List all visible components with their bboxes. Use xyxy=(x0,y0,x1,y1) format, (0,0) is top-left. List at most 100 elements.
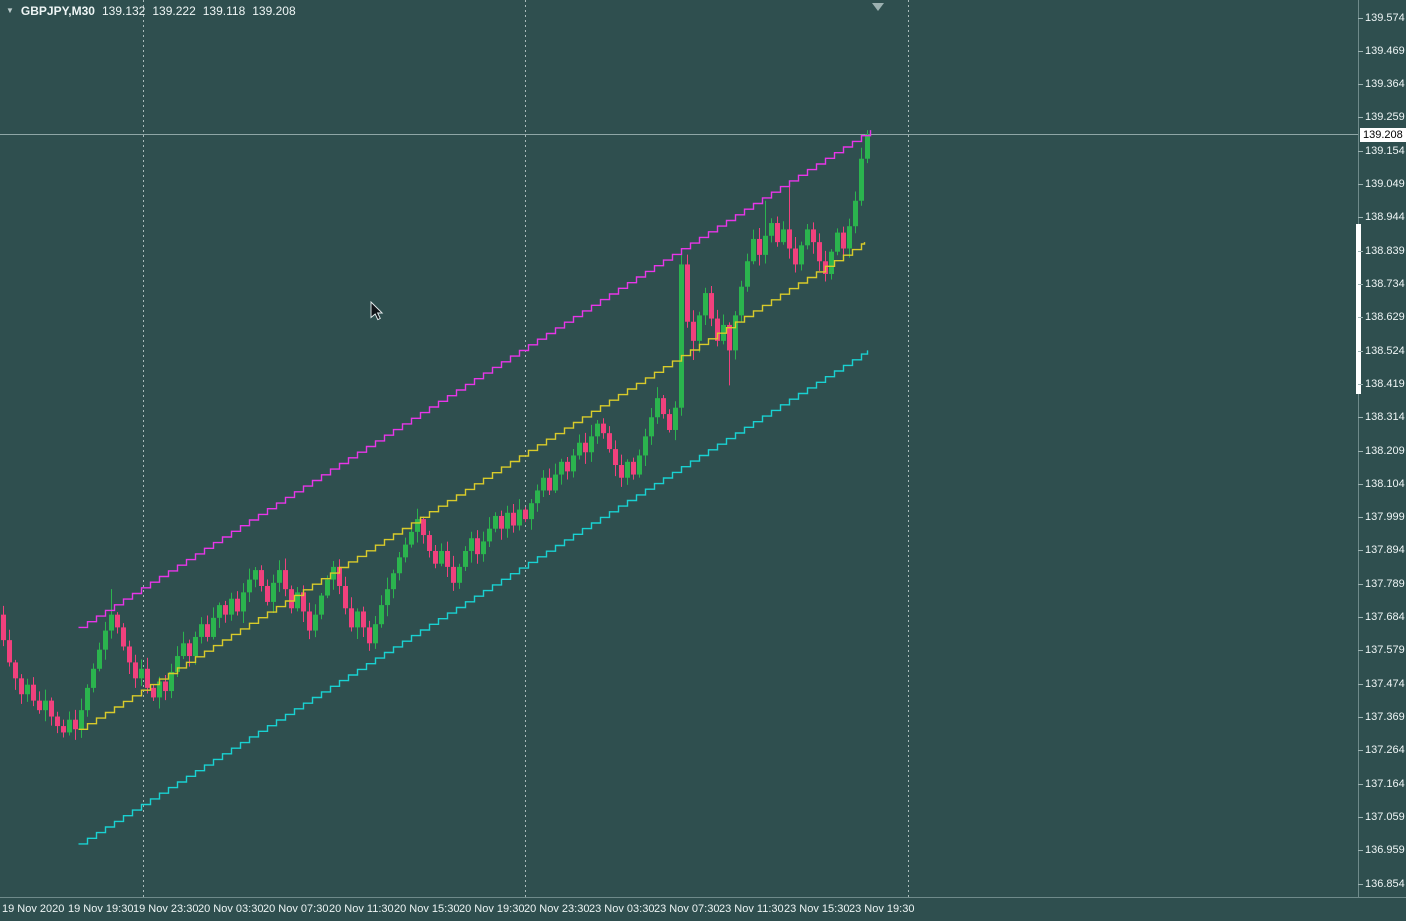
candle-body xyxy=(79,710,84,730)
candle-body xyxy=(577,442,582,456)
candle-body xyxy=(835,232,840,252)
price-axis-label: 137.164 xyxy=(1365,777,1405,790)
candle-body xyxy=(403,544,408,558)
price-axis-tick xyxy=(1358,283,1363,285)
candle-body xyxy=(223,605,228,615)
candle-body xyxy=(289,589,294,609)
candle-body xyxy=(169,671,174,692)
candle-body xyxy=(67,719,72,733)
candle-body xyxy=(259,570,264,586)
candle-body xyxy=(409,531,414,545)
price-axis-label: 137.684 xyxy=(1365,611,1405,624)
candle-body xyxy=(451,566,456,583)
channel-upper-line[interactable] xyxy=(78,130,872,629)
candle-body xyxy=(55,716,60,727)
candle-body xyxy=(697,315,702,341)
channel-lower-line[interactable] xyxy=(78,350,869,845)
candle-body xyxy=(637,455,642,475)
candle-body xyxy=(487,528,492,542)
price-axis-label: 137.789 xyxy=(1365,577,1405,590)
candle-body xyxy=(187,643,192,657)
time-axis-label: 23 Nov 15:30 xyxy=(784,903,850,915)
price-axis-label: 136.854 xyxy=(1365,877,1405,890)
candle-body xyxy=(1,614,6,641)
price-axis-tick xyxy=(1358,716,1363,718)
candle-body xyxy=(511,512,516,526)
candle-body xyxy=(205,624,210,637)
price-axis-tick xyxy=(1358,517,1363,519)
candle-body xyxy=(619,465,624,478)
candle-body xyxy=(811,229,816,243)
candle-body xyxy=(853,200,858,227)
candle-body xyxy=(709,293,714,319)
candle-body xyxy=(73,719,78,730)
candle-body xyxy=(253,570,258,580)
candle-body xyxy=(643,436,648,456)
candle-body xyxy=(85,687,90,711)
price-axis-tick xyxy=(1358,150,1363,152)
time-axis-label: 23 Nov 03:30 xyxy=(589,903,655,915)
candle-body xyxy=(559,461,564,475)
price-axis-tick xyxy=(1358,184,1363,186)
price-axis-label: 139.364 xyxy=(1365,78,1405,91)
channel-median-line[interactable] xyxy=(78,242,866,730)
candle-body xyxy=(523,509,528,520)
candle-body xyxy=(691,321,696,341)
price-axis-label: 138.629 xyxy=(1365,311,1405,324)
candle-body xyxy=(859,158,864,201)
candle-body xyxy=(727,324,732,351)
candle-body xyxy=(151,687,156,698)
candle-body xyxy=(7,640,12,663)
price-axis-label: 138.839 xyxy=(1365,244,1405,257)
candle-body xyxy=(415,519,420,532)
candle-body xyxy=(583,442,588,453)
candle-body xyxy=(337,566,342,586)
price-axis-tick xyxy=(1358,650,1363,652)
time-axis-label: 23 Nov 07:30 xyxy=(654,903,720,915)
candle-body xyxy=(349,608,354,628)
candle-body xyxy=(793,248,798,265)
candle-body xyxy=(751,238,756,262)
price-axis-label: 138.419 xyxy=(1365,377,1405,390)
candle-body xyxy=(661,398,666,415)
price-axis-label: 139.574 xyxy=(1365,11,1405,24)
price-axis-label: 139.469 xyxy=(1365,44,1405,57)
candle-body xyxy=(781,229,786,243)
current-price-tag: 139.208 xyxy=(1360,127,1406,142)
candle-body xyxy=(799,245,804,265)
price-axis-tick xyxy=(1358,783,1363,785)
candle-body xyxy=(25,684,30,695)
candle-body xyxy=(535,490,540,504)
price-axis-label: 138.209 xyxy=(1365,444,1405,457)
ohlc-open: 139.132 xyxy=(101,4,146,18)
chart-shift-marker-icon[interactable] xyxy=(872,3,884,11)
time-axis-label: 23 Nov 19:30 xyxy=(849,903,915,915)
price-axis-tick xyxy=(1358,883,1363,885)
candle-body xyxy=(745,261,750,287)
time-axis-label: 19 Nov 23:30 xyxy=(133,903,199,915)
price-axis-tick xyxy=(1358,750,1363,752)
candle-body xyxy=(733,315,738,351)
candle-body xyxy=(271,582,276,602)
collapse-arrow-icon[interactable]: ▼ xyxy=(6,6,14,15)
candle-body xyxy=(595,423,600,437)
price-axis-label: 137.059 xyxy=(1365,810,1405,823)
candle-body xyxy=(97,649,102,669)
candle-body xyxy=(847,226,852,249)
candle-body xyxy=(565,461,570,472)
candle-body xyxy=(355,611,360,628)
candle-body xyxy=(775,223,780,243)
candle-body xyxy=(463,550,468,567)
candle-body xyxy=(421,519,426,536)
candle-body xyxy=(91,668,96,688)
candle-body xyxy=(163,681,168,692)
price-axis-label: 138.104 xyxy=(1365,477,1405,490)
candle-body xyxy=(139,668,144,679)
candle-body xyxy=(115,614,120,628)
candle-body xyxy=(343,585,348,609)
candle-body xyxy=(571,455,576,472)
price-axis-tick xyxy=(1358,417,1363,419)
